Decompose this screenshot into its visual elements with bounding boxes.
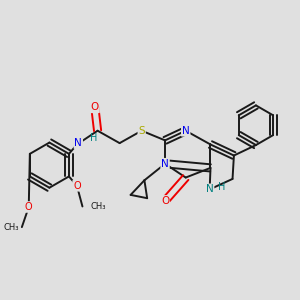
Text: N: N (206, 184, 214, 194)
Text: CH₃: CH₃ (91, 202, 106, 211)
Text: H: H (90, 133, 98, 142)
Text: N: N (161, 159, 169, 169)
Text: N: N (182, 126, 190, 136)
Text: H: H (218, 182, 225, 192)
Text: O: O (91, 102, 99, 112)
Text: O: O (161, 196, 169, 206)
Text: CH₃: CH₃ (4, 223, 19, 232)
Text: O: O (25, 202, 33, 212)
Text: N: N (74, 138, 82, 148)
Text: O: O (73, 181, 81, 191)
Text: S: S (138, 126, 145, 136)
